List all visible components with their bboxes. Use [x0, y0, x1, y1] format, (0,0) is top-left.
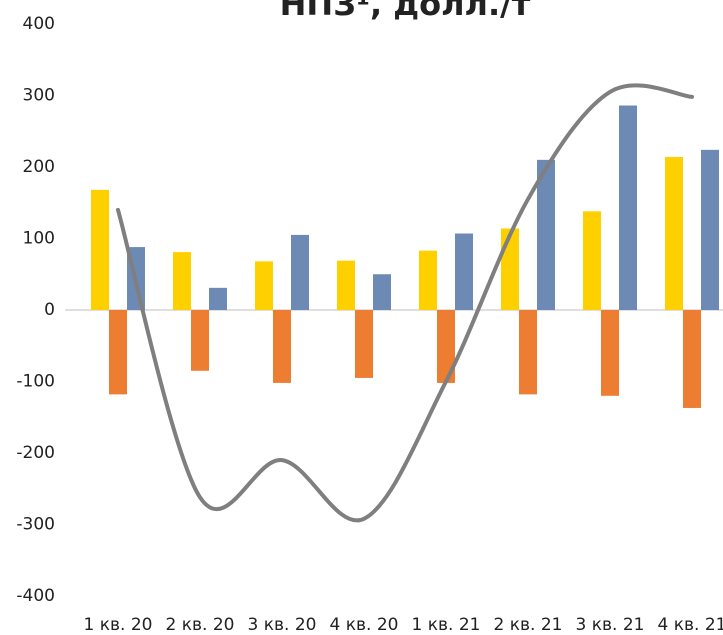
bar [701, 149, 719, 310]
y-tick-label: -400 [16, 586, 55, 606]
x-tick-label: 3 кв. 20 [248, 615, 317, 635]
bar [91, 189, 109, 310]
bar [683, 310, 701, 408]
bar [291, 234, 309, 310]
bar [583, 211, 601, 310]
y-tick-label: -100 [16, 372, 55, 392]
x-tick-label: 4 кв. 20 [330, 615, 399, 635]
bar [173, 252, 191, 310]
bar [109, 310, 127, 395]
y-tick-label: -200 [16, 443, 55, 463]
y-tick-label: 100 [23, 229, 55, 249]
y-tick-label: 0 [44, 300, 55, 320]
bar [255, 261, 273, 310]
x-tick-label: 1 кв. 21 [412, 615, 481, 635]
bar [519, 310, 537, 395]
y-tick-label: -300 [16, 515, 55, 535]
bar [337, 260, 355, 310]
bar [665, 156, 683, 310]
bar [419, 250, 437, 310]
bar [501, 228, 519, 310]
bar [537, 159, 555, 310]
bar [355, 310, 373, 378]
bar [209, 287, 227, 310]
bar [601, 310, 619, 396]
x-tick-label: 1 кв. 20 [84, 615, 153, 635]
bar [191, 310, 209, 371]
y-tick-label: 400 [23, 14, 55, 34]
bar [455, 233, 473, 310]
bar [273, 310, 291, 383]
bar [619, 105, 637, 310]
bar [373, 274, 391, 310]
x-tick-label: 2 кв. 21 [494, 615, 563, 635]
x-tick-label: 2 кв. 20 [166, 615, 235, 635]
line [116, 83, 694, 523]
x-tick-label: 3 кв. 21 [576, 615, 645, 635]
x-tick-label: 4 кв. 21 [658, 615, 723, 635]
y-tick-label: 200 [23, 157, 55, 177]
y-tick-label: 300 [23, 86, 55, 106]
chart-title: НПЗ¹, долл./т [280, 0, 531, 23]
bar [437, 310, 455, 383]
